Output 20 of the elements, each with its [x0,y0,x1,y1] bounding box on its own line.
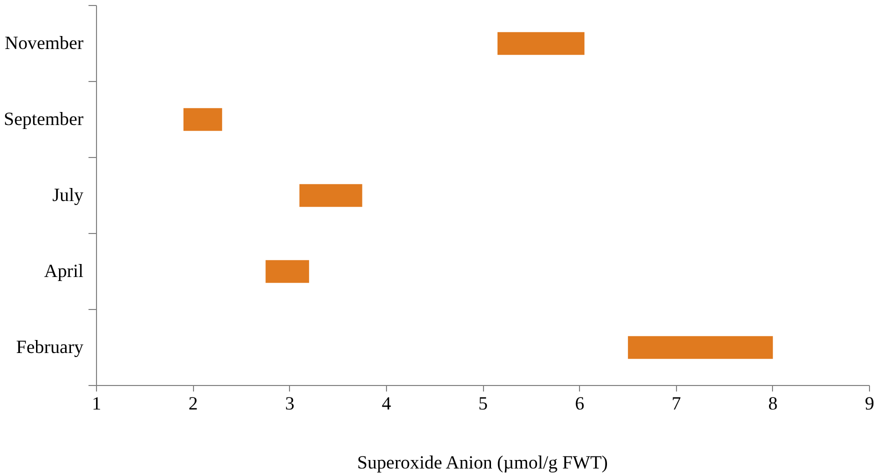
bar [266,260,310,283]
bar [183,108,222,131]
x-tick-label: 1 [92,394,102,414]
y-tick-label: April [44,261,84,282]
y-tick-label: February [16,337,84,358]
x-tick-label: 8 [768,394,778,414]
x-tick-label: 6 [574,394,584,414]
bar [497,32,584,55]
x-axis-title: Superoxide Anion (µmol/g FWT) [357,452,608,474]
x-tick-label: 5 [478,394,488,414]
y-tick-label: September [4,109,84,130]
bar [299,184,362,207]
x-tick-label: 3 [285,394,294,414]
x-tick-label: 4 [382,394,392,414]
x-tick-label: 9 [864,394,874,414]
bar [628,336,773,359]
x-tick-label: 7 [672,394,681,414]
x-tick-label: 2 [188,394,198,414]
y-tick-label: November [4,33,84,54]
y-tick-label: July [52,185,84,206]
